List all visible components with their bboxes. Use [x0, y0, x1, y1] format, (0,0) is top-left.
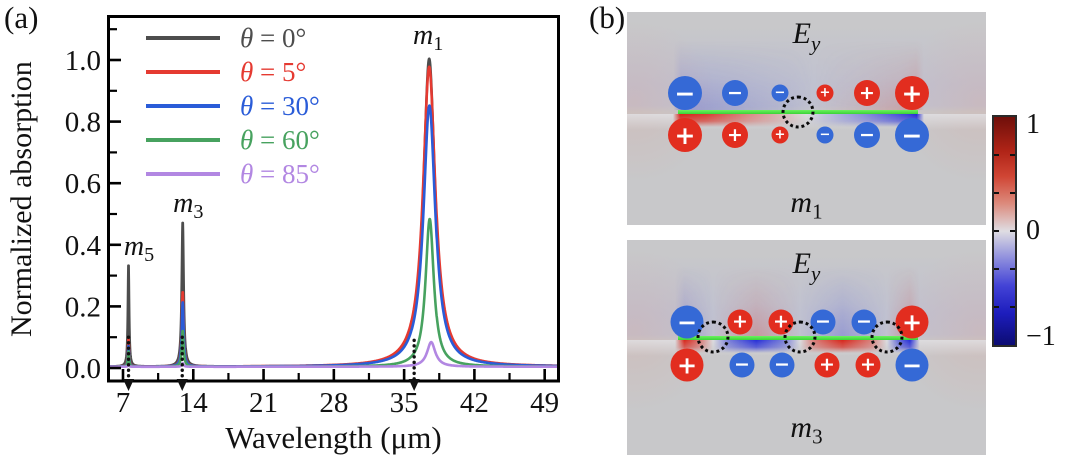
colorbar-tick: [1010, 267, 1015, 270]
field-map-m3: Ey m3 − + + − − + + − − + + −: [627, 240, 986, 455]
negative-charge-icon: −: [895, 118, 929, 152]
y-tick-label: 0.2: [65, 291, 101, 323]
legend-entry-theta-0: θ = 0°: [146, 21, 320, 55]
y-tick-label: 0.4: [65, 230, 102, 262]
colorbar-tick: [1010, 191, 1015, 194]
node-dotted-circle: [783, 320, 817, 354]
legend-entry-theta-85: θ = 85°: [146, 157, 320, 191]
colorbar-tick: [994, 191, 999, 194]
legend-entry-theta-30: θ = 30°: [146, 89, 320, 123]
positive-charge-icon: +: [771, 126, 789, 144]
legend-entry-theta-60: θ = 60°: [146, 123, 320, 157]
positive-charge-icon: +: [895, 305, 929, 339]
negative-charge-icon: −: [895, 348, 929, 382]
legend-line-swatch: [146, 70, 220, 74]
colorbar-label: −1: [1026, 321, 1056, 352]
positive-charge-icon: +: [814, 352, 840, 378]
x-axis-label: Wavelength (μm): [225, 420, 442, 455]
legend-line-swatch: [146, 138, 220, 142]
negative-charge-icon: −: [722, 80, 748, 106]
resonance-arrow-head: [176, 379, 188, 391]
x-tick-label: 21: [249, 387, 278, 419]
legend-line-swatch: [146, 172, 220, 176]
chart-legend: θ = 0° θ = 5° θ = 30° θ = 60° θ = 85°: [146, 21, 320, 191]
curve-theta-60: [109, 217, 558, 369]
peak-label-m3: m3: [173, 187, 204, 223]
node-dotted-circle: [696, 320, 730, 354]
colorbar-tick: [994, 153, 999, 156]
mode-label-m1: m1: [790, 186, 823, 224]
positive-charge-icon: +: [855, 352, 881, 378]
colorbar-label: 0: [1026, 215, 1040, 246]
peak-label-m1: m1: [413, 19, 444, 55]
x-tick-label: 35: [390, 387, 419, 419]
positive-charge-icon: +: [854, 80, 880, 106]
colorbar-tick: [1010, 230, 1015, 232]
node-dotted-circle: [781, 95, 815, 129]
positive-charge-icon: +: [670, 348, 704, 382]
positive-charge-icon: +: [816, 84, 834, 102]
x-tick-label: 28: [319, 387, 348, 419]
field-map-m1: Ey m1 − − − + + + + + + − − −: [627, 12, 986, 225]
colorbar-tick: [1010, 306, 1015, 308]
y-tick-label: 0.6: [65, 168, 101, 200]
y-tick-label: 0.8: [65, 107, 101, 139]
positive-charge-icon: +: [722, 122, 748, 148]
negative-charge-icon: −: [854, 122, 880, 148]
colorbar-tick: [994, 306, 999, 308]
y-axis-label: Normalized absorption: [5, 61, 38, 337]
colorbar-tick: [994, 230, 999, 232]
positive-charge-icon: +: [668, 118, 702, 152]
panel-b-label: (b): [589, 0, 626, 35]
field-component-label: Ey: [792, 17, 821, 56]
x-tick-label: 14: [179, 387, 209, 419]
resonance-arrow-head: [123, 379, 135, 391]
positive-charge-icon: +: [895, 76, 929, 110]
curves: [109, 57, 558, 369]
x-tick-label: 42: [460, 387, 489, 419]
colorbar: [992, 115, 1017, 347]
peak-label-m5: m5: [123, 231, 155, 267]
legend-label: θ = 60°: [240, 124, 320, 155]
legend-line-swatch: [146, 104, 220, 108]
legend-line-swatch: [146, 36, 220, 40]
panel-a-label: (a): [4, 0, 39, 35]
y-tick-label: 1.0: [65, 45, 101, 77]
colorbar-label: 1: [1026, 109, 1040, 140]
resonance-arrow-head: [408, 379, 420, 391]
negative-charge-icon: −: [771, 84, 789, 102]
legend-label: θ = 30°: [240, 90, 320, 121]
mode-label-m3: m3: [790, 411, 823, 449]
legend-entry-theta-5: θ = 5°: [146, 55, 320, 89]
legend-label: θ = 0°: [240, 22, 307, 53]
x-tick-label: 49: [530, 387, 559, 419]
negative-charge-icon: −: [816, 126, 834, 144]
field-component-label: Ey: [792, 247, 821, 286]
node-dotted-circle: [870, 320, 904, 354]
colorbar-tick: [994, 267, 999, 270]
absorption-spectrum-chart: 7 14 21 28 35 42 49 0.0 0.2 0.4 0.6 0.8 1.0: [65, 15, 560, 419]
negative-charge-icon: −: [769, 352, 795, 378]
positive-charge-icon: +: [727, 309, 753, 335]
x-tick-label: 7: [116, 387, 131, 419]
negative-charge-icon: −: [668, 76, 702, 110]
colorbar-tick: [1010, 153, 1015, 156]
legend-label: θ = 5°: [240, 56, 307, 87]
negative-charge-icon: −: [729, 352, 755, 378]
legend-label: θ = 85°: [240, 158, 320, 189]
y-tick-label: 0.0: [65, 353, 101, 385]
plot-border: [107, 15, 560, 383]
